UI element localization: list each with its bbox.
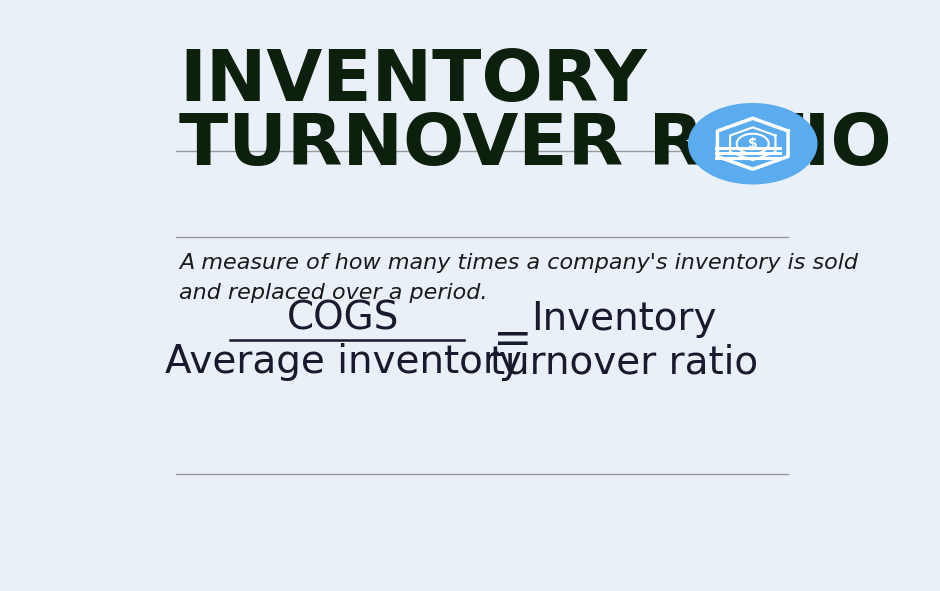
Text: INVENTORY: INVENTORY bbox=[180, 47, 647, 116]
Text: Average inventory: Average inventory bbox=[164, 343, 522, 381]
Text: COGS: COGS bbox=[287, 300, 400, 338]
Text: =: = bbox=[493, 318, 532, 363]
Text: turnover ratio: turnover ratio bbox=[490, 343, 758, 381]
Text: TURNOVER RATIO: TURNOVER RATIO bbox=[180, 111, 892, 180]
Text: A measure of how many times a company's inventory is sold
and replaced over a pe: A measure of how many times a company's … bbox=[180, 253, 858, 303]
Text: Inventory: Inventory bbox=[531, 300, 716, 338]
Text: $: $ bbox=[748, 137, 758, 151]
Circle shape bbox=[689, 103, 817, 184]
